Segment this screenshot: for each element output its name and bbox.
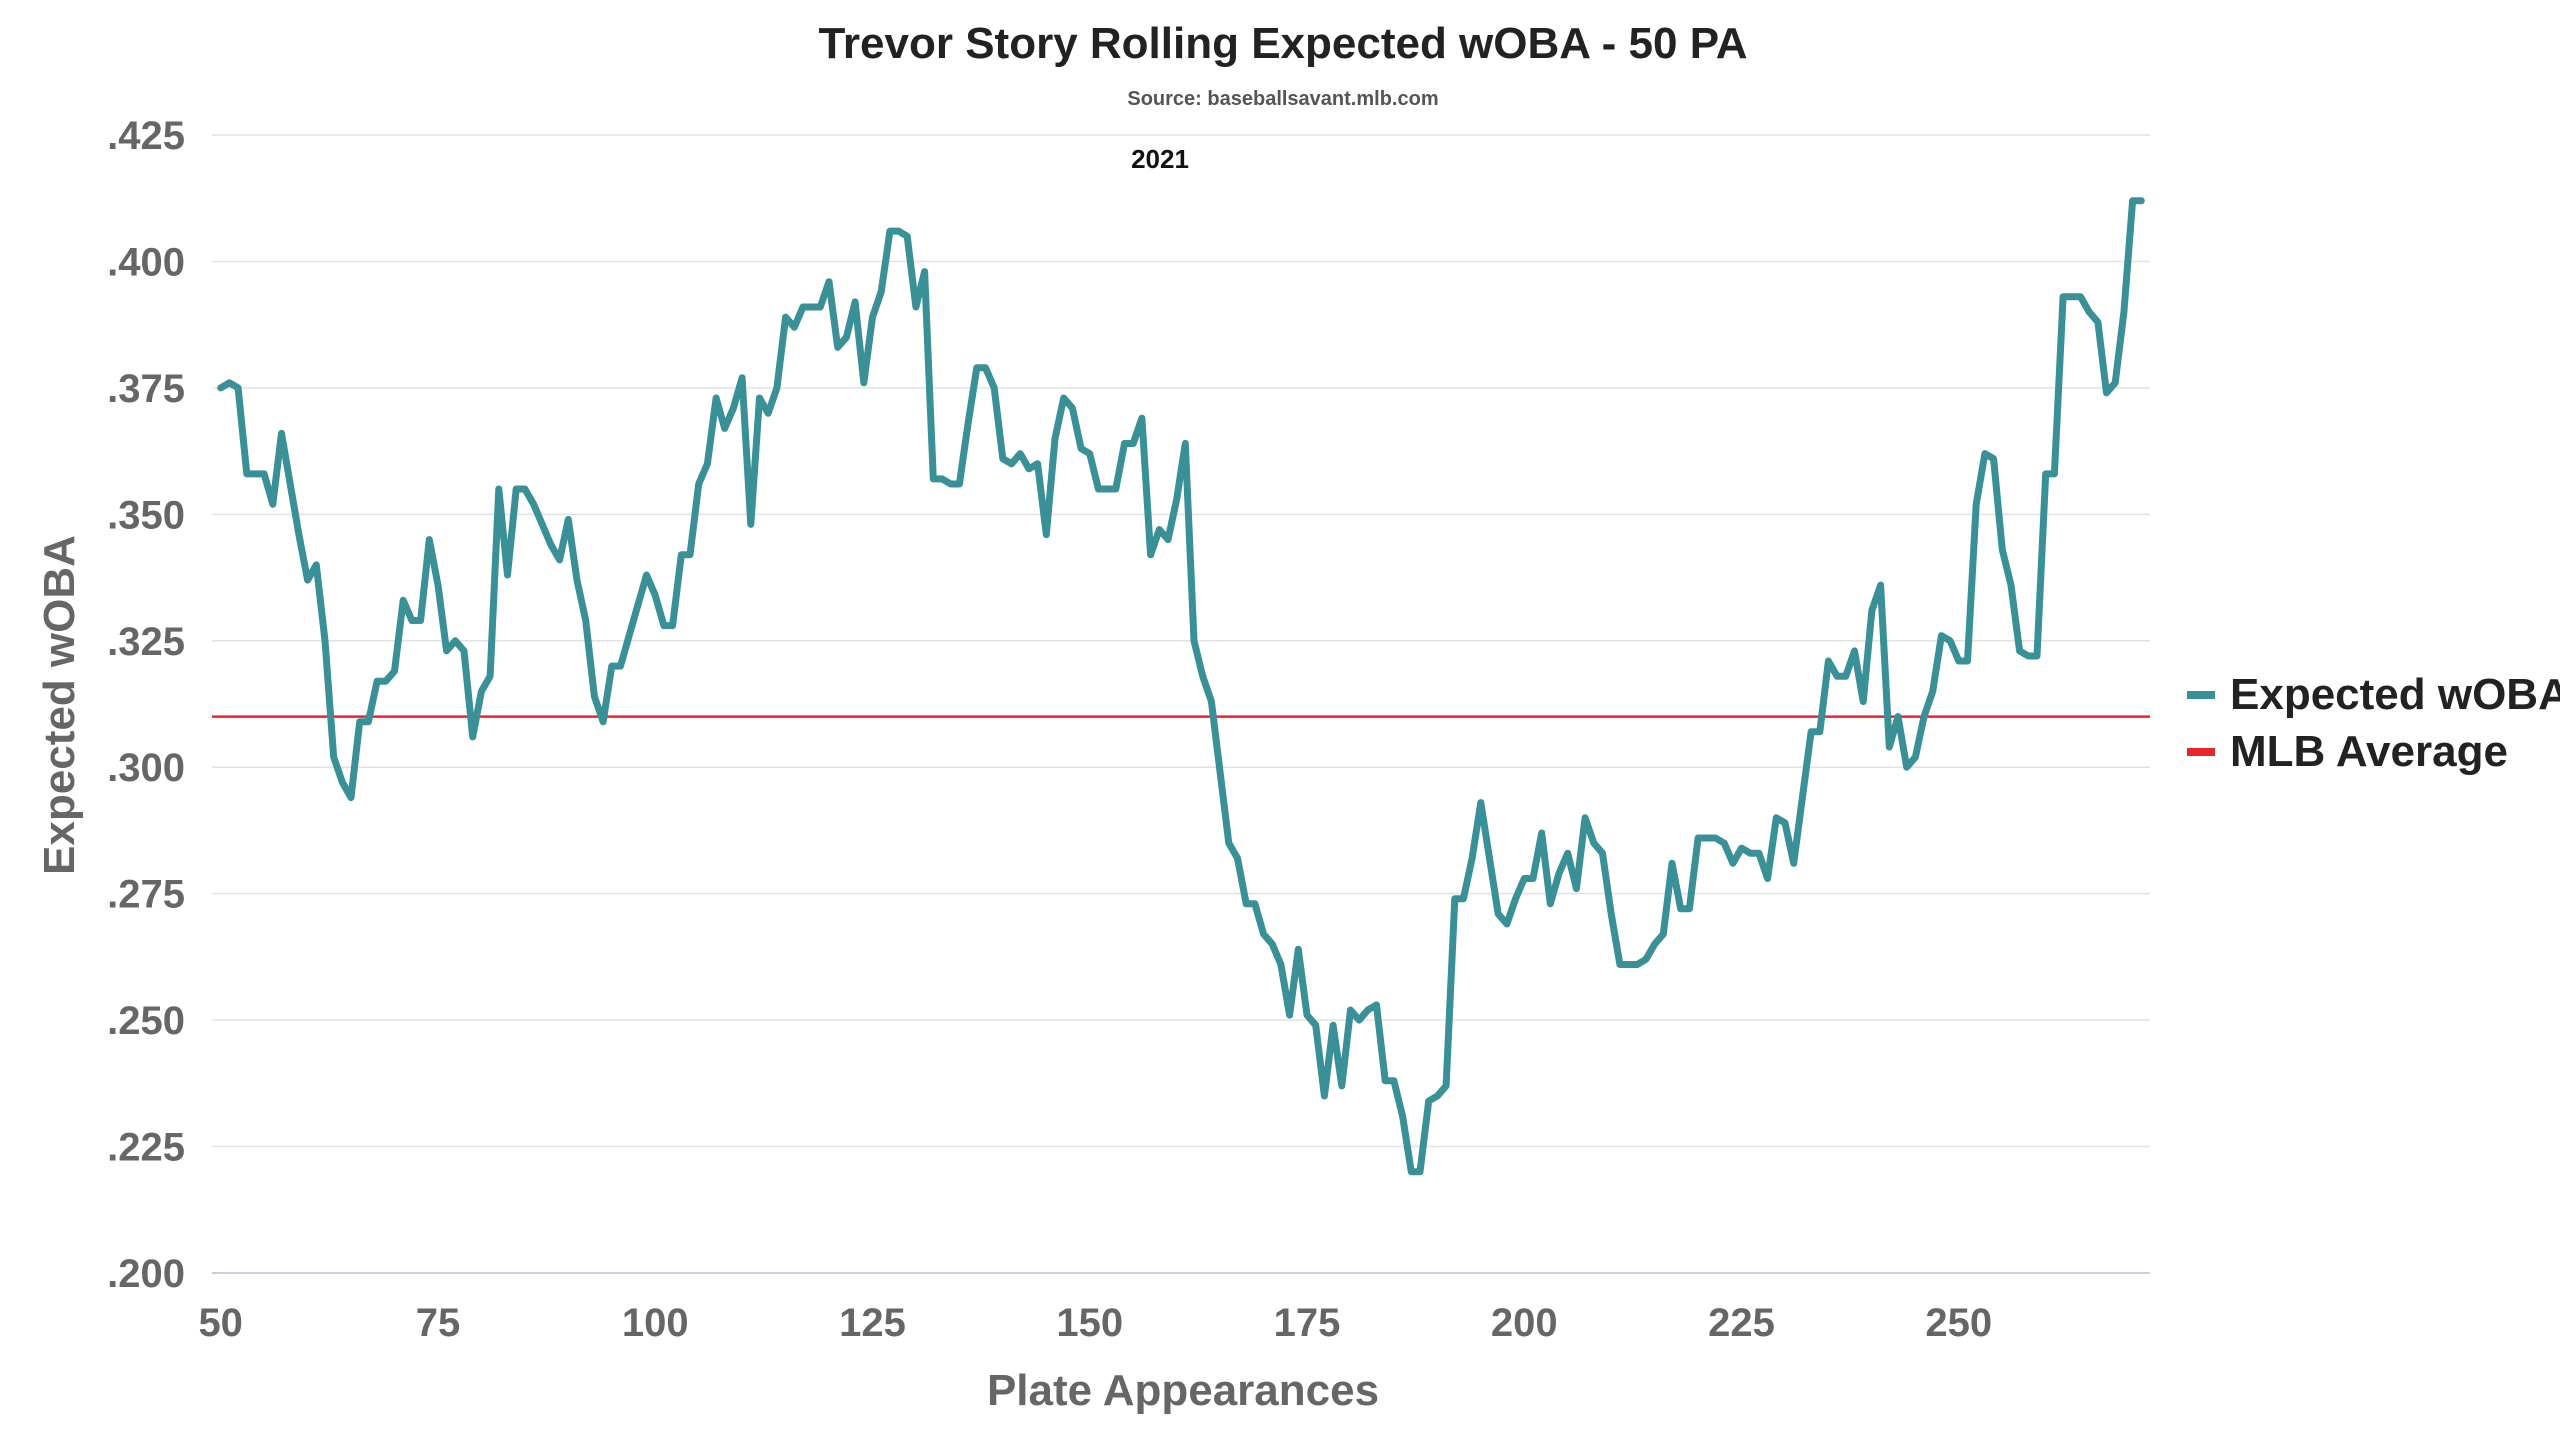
- x-tick-label: 100: [622, 1301, 689, 1345]
- legend-item-mlb-average[interactable]: MLB Average: [2187, 727, 2508, 776]
- x-tick-label: 150: [1056, 1301, 1123, 1345]
- x-axis-ticks: 50 75 100 125 150 175 200 225 250: [198, 1301, 1992, 1345]
- y-tick-label: .325: [107, 620, 185, 664]
- y-axis-ticks: .200 .225 .250 .275 .300 .325 .350 .375 .400 .425: [107, 114, 185, 1296]
- legend-label-expected-woba: Expected wOBA: [2230, 670, 2560, 719]
- legend: Expected wOBA MLB Average: [2187, 670, 2560, 776]
- y-tick-label: .300: [107, 746, 185, 790]
- x-tick-label: 50: [198, 1301, 243, 1345]
- y-tick-label: .375: [107, 367, 185, 411]
- chart-title: Trevor Story Rolling Expected wOBA - 50 …: [818, 19, 1747, 68]
- legend-item-expected-woba[interactable]: Expected wOBA: [2187, 670, 2560, 719]
- gridlines: [212, 134, 2150, 1148]
- x-tick-label: 75: [416, 1301, 461, 1345]
- y-tick-label: .425: [107, 114, 185, 158]
- year-annotation: 2021: [1131, 144, 1189, 174]
- legend-label-mlb-average: MLB Average: [2230, 727, 2508, 776]
- y-tick-label: .400: [107, 240, 185, 284]
- x-tick-label: 125: [839, 1301, 906, 1345]
- x-axis-label: Plate Appearances: [987, 1366, 1379, 1415]
- x-tick-label: 225: [1708, 1301, 1775, 1345]
- y-tick-label: .350: [107, 493, 185, 537]
- y-tick-label: .200: [107, 1252, 185, 1296]
- expected-woba-line: [217, 197, 2145, 1176]
- y-tick-label: .225: [107, 1126, 185, 1170]
- y-axis-label: Expected wOBA: [35, 535, 84, 875]
- x-tick-label: 175: [1274, 1301, 1341, 1345]
- x-tick-label: 200: [1491, 1301, 1558, 1345]
- y-tick-label: .250: [107, 999, 185, 1043]
- x-tick-label: 250: [1925, 1301, 1992, 1345]
- chart-subtitle: Source: baseballsavant.mlb.com: [1127, 88, 1438, 110]
- y-tick-label: .275: [107, 873, 185, 917]
